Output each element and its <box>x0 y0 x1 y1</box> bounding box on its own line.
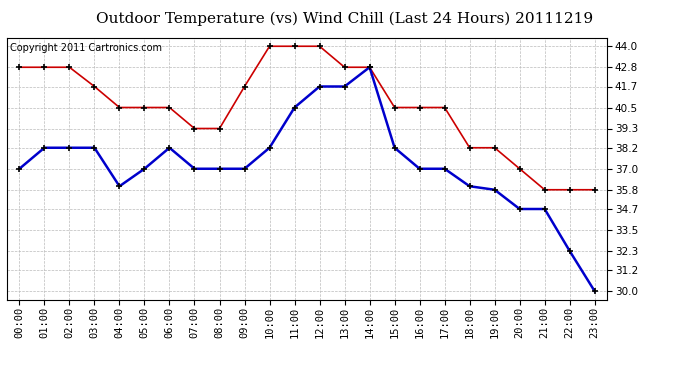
Text: Copyright 2011 Cartronics.com: Copyright 2011 Cartronics.com <box>10 43 162 53</box>
Text: Outdoor Temperature (vs) Wind Chill (Last 24 Hours) 20111219: Outdoor Temperature (vs) Wind Chill (Las… <box>97 11 593 26</box>
